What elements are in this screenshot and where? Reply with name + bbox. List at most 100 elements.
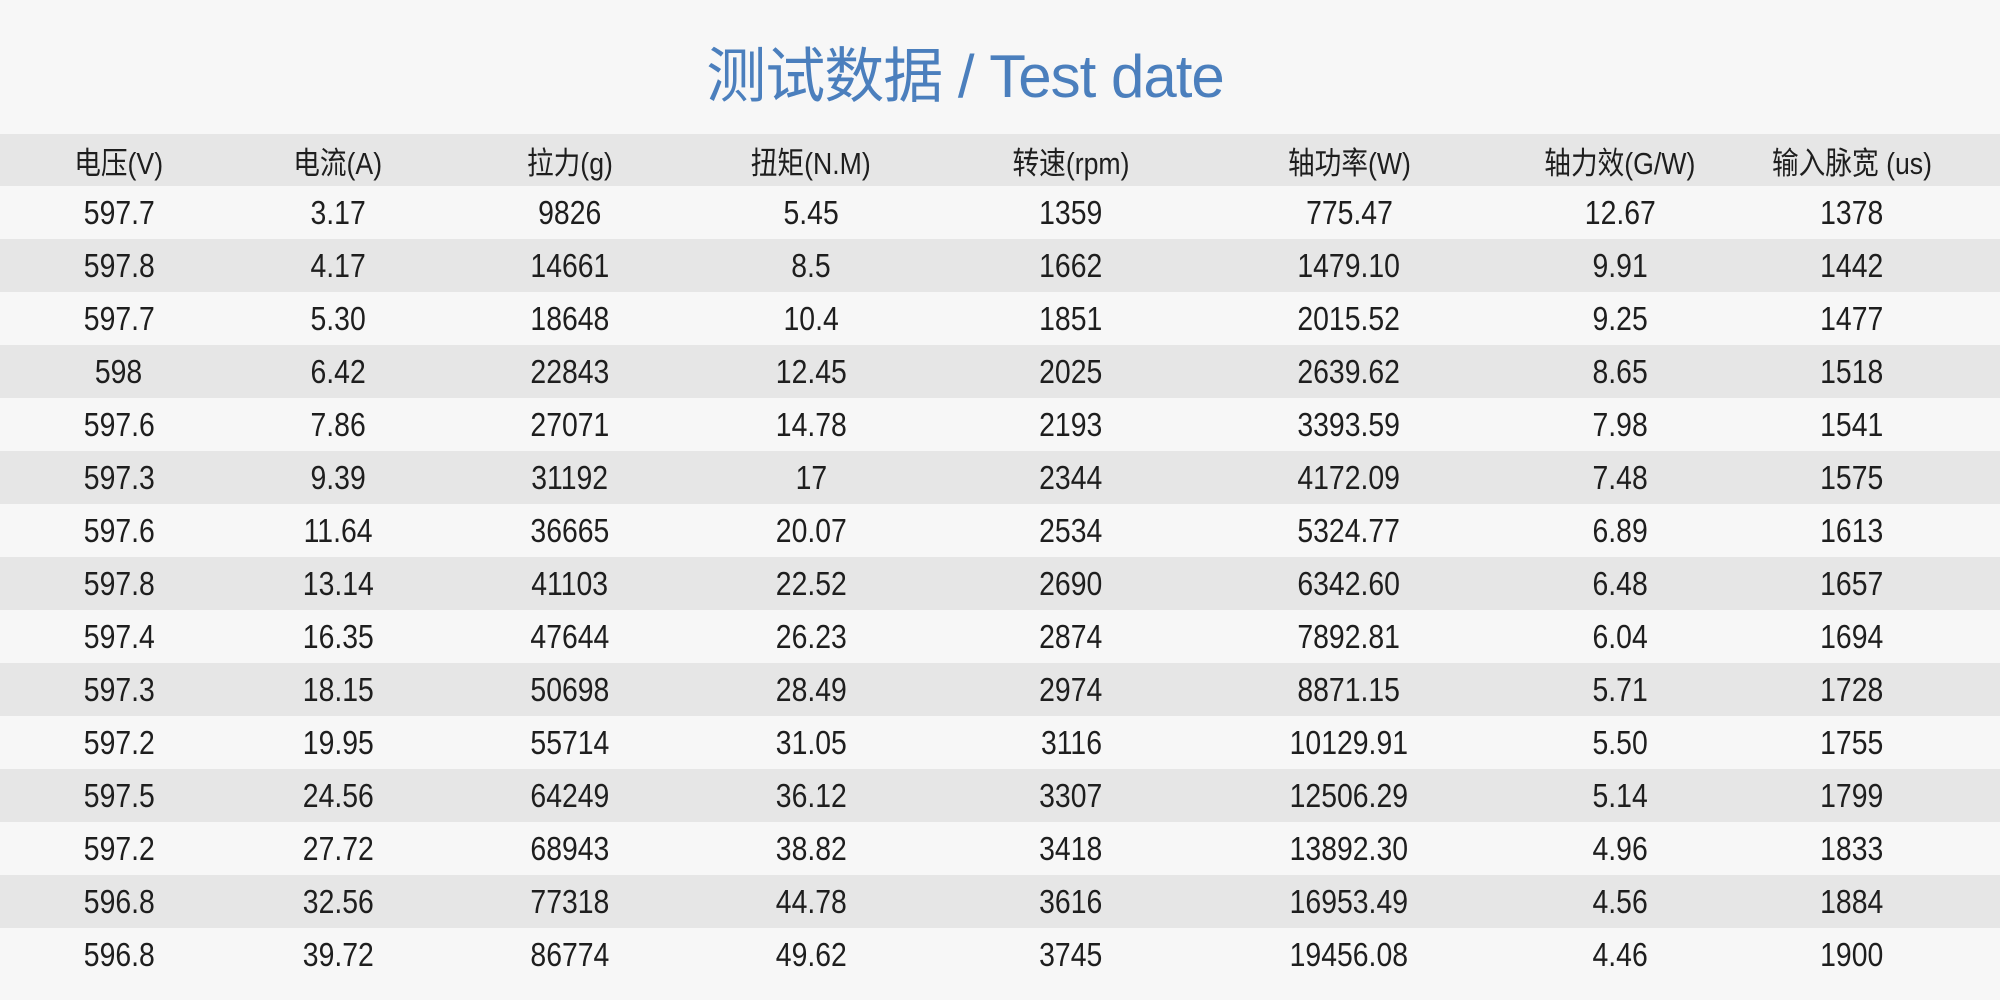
cell-text: 4.56: [1592, 882, 1648, 920]
cell-text: 输入脉宽 (us): [1772, 145, 1932, 181]
table-cell: 5324.77: [1219, 504, 1479, 557]
cell-text: 转速(rpm): [1012, 145, 1130, 181]
cell-text: 36665: [530, 511, 610, 549]
table-cell: 3393.59: [1219, 398, 1479, 451]
table-cell: 10129.91: [1219, 716, 1479, 769]
cell-text: 1575: [1820, 458, 1884, 496]
cell-text: 3393.59: [1297, 405, 1401, 443]
table-cell: 44.78: [681, 875, 941, 928]
cell-text: 4172.09: [1297, 458, 1401, 496]
column-header: 输入脉宽 (us): [1722, 134, 1982, 186]
test-data-table: 电压(V) 电流(A) 拉力(g) 扭矩(N.M) 转速(rpm) 轴功率(W) 轴力效(G…: [0, 134, 2000, 981]
table-row: 597.2 27.72 68943 38.82 3418 13892.30 4.96 1833: [0, 822, 2000, 875]
table-cell: 3116: [941, 716, 1201, 769]
table-cell: 597.8: [0, 557, 249, 610]
cell-text: 3745: [1039, 935, 1103, 973]
cell-text: 49.62: [775, 935, 847, 973]
cell-text: 1518: [1820, 352, 1884, 390]
cell-text: 64249: [530, 776, 610, 814]
cell-text: 18648: [530, 299, 610, 337]
column-header: 轴力效(G/W): [1490, 134, 1750, 186]
table-cell: 2025: [941, 345, 1201, 398]
cell-text: 13892.30: [1289, 829, 1409, 867]
table-row: 597.6 11.64 36665 20.07 2534 5324.77 6.89 1613: [0, 504, 2000, 557]
table-cell: 597.5: [0, 769, 249, 822]
cell-text: 36.12: [775, 776, 847, 814]
table-cell: 16.35: [208, 610, 468, 663]
cell-text: 扭矩(N.M): [751, 145, 871, 181]
table-cell: 1378: [1722, 186, 1982, 239]
table-cell: 20.07: [681, 504, 941, 557]
cell-text: 2639.62: [1297, 352, 1401, 390]
cell-text: 1662: [1039, 246, 1103, 284]
cell-text: 7.86: [310, 405, 366, 443]
cell-text: 22.52: [775, 564, 847, 602]
cell-text: 3616: [1039, 882, 1103, 920]
table-cell: 1694: [1722, 610, 1982, 663]
table-cell: 1884: [1722, 875, 1982, 928]
table-cell: 1518: [1722, 345, 1982, 398]
table-cell: 12.67: [1490, 186, 1750, 239]
table-cell: 26.23: [681, 610, 941, 663]
table-cell: 77318: [440, 875, 700, 928]
cell-text: 6.89: [1592, 511, 1648, 549]
table-row: 597.3 18.15 50698 28.49 2974 8871.15 5.71 1728: [0, 663, 2000, 716]
table-row: 597.3 9.39 31192 17 2344 4172.09 7.48 1575: [0, 451, 2000, 504]
cell-text: 1694: [1820, 617, 1884, 655]
table-cell: 597.7: [0, 292, 249, 345]
cell-text: 8.65: [1592, 352, 1648, 390]
cell-text: 597.8: [83, 246, 155, 284]
cell-text: 5.14: [1592, 776, 1648, 814]
table-cell: 597.3: [0, 663, 249, 716]
table-cell: 3307: [941, 769, 1201, 822]
table-cell: 4.96: [1490, 822, 1750, 875]
cell-text: 50698: [530, 670, 610, 708]
table-cell: 32.56: [208, 875, 468, 928]
table-cell: 7.86: [208, 398, 468, 451]
cell-text: 16.35: [302, 617, 374, 655]
cell-text: 2874: [1039, 617, 1103, 655]
cell-text: 7.98: [1592, 405, 1648, 443]
table-cell: 36665: [440, 504, 700, 557]
cell-text: 1900: [1820, 935, 1884, 973]
cell-text: 39.72: [302, 935, 374, 973]
cell-text: 2193: [1039, 405, 1103, 443]
table-cell: 598: [0, 345, 249, 398]
cell-text: 24.56: [302, 776, 374, 814]
table-cell: 4172.09: [1219, 451, 1479, 504]
table-cell: 19456.08: [1219, 928, 1479, 981]
cell-text: 6.04: [1592, 617, 1648, 655]
table-row: 597.6 7.86 27071 14.78 2193 3393.59 7.98 1541: [0, 398, 2000, 451]
table-cell: 5.45: [681, 186, 941, 239]
table-cell: 7.48: [1490, 451, 1750, 504]
cell-text: 597.2: [83, 829, 155, 867]
table-cell: 6.04: [1490, 610, 1750, 663]
cell-text: 68943: [530, 829, 610, 867]
cell-text: 19456.08: [1289, 935, 1409, 973]
table-cell: 28.49: [681, 663, 941, 716]
cell-text: 9.25: [1592, 299, 1648, 337]
table-cell: 1799: [1722, 769, 1982, 822]
table-cell: 2193: [941, 398, 1201, 451]
table-row: 597.8 13.14 41103 22.52 2690 6342.60 6.48 1657: [0, 557, 2000, 610]
cell-text: 19.95: [302, 723, 374, 761]
cell-text: 5.71: [1592, 670, 1648, 708]
table-cell: 8871.15: [1219, 663, 1479, 716]
cell-text: 轴功率(W): [1287, 145, 1411, 181]
cell-text: 22843: [530, 352, 610, 390]
table-cell: 16953.49: [1219, 875, 1479, 928]
cell-text: 31192: [531, 458, 609, 496]
cell-text: 77318: [530, 882, 610, 920]
table-cell: 1728: [1722, 663, 1982, 716]
cell-text: 12506.29: [1289, 776, 1409, 814]
cell-text: 6342.60: [1297, 564, 1401, 602]
table-cell: 6.48: [1490, 557, 1750, 610]
cell-text: 38.82: [775, 829, 847, 867]
table-cell: 22843: [440, 345, 700, 398]
table-row: 597.7 3.17 9826 5.45 1359 775.47 12.67 1378: [0, 186, 2000, 239]
cell-text: 20.07: [775, 511, 847, 549]
cell-text: 14.78: [775, 405, 847, 443]
table-cell: 9.39: [208, 451, 468, 504]
table-cell: 1442: [1722, 239, 1982, 292]
table-cell: 27.72: [208, 822, 468, 875]
